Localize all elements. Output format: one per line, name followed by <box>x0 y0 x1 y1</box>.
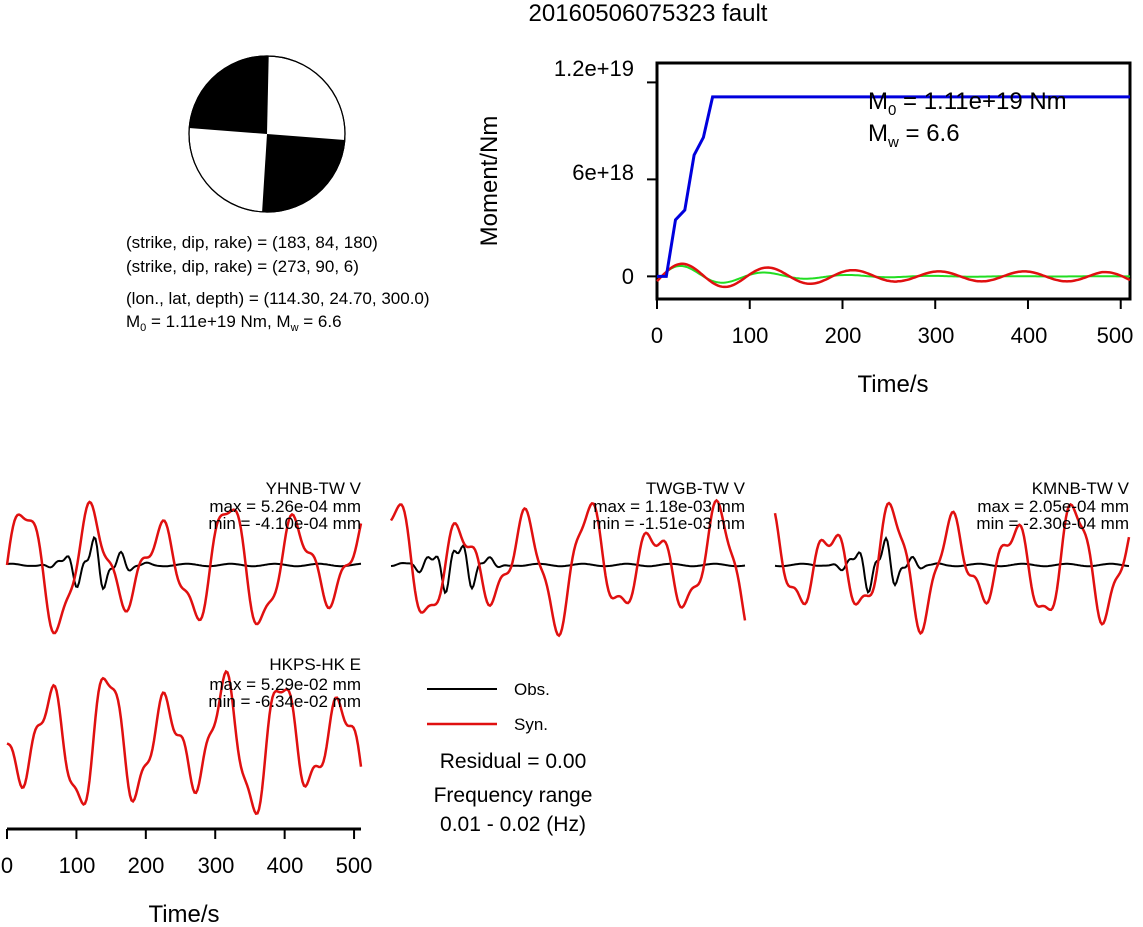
waveform-xtick-label: 200 <box>128 853 165 878</box>
moment-m0-annotation: M0 = 1.11e+19 Nm <box>868 88 1067 119</box>
moment-xtick-label: 500 <box>1097 323 1134 348</box>
frequency-range-title: Frequency range <box>434 784 593 807</box>
moment-ytick-label: 1.2e+19 <box>554 56 634 81</box>
mechanism-plane-2: (strike, dip, rake) = (273, 90, 6) <box>126 257 359 276</box>
moment-ylabel: Moment/Nm <box>476 116 503 247</box>
station-name: KMNB-TW V <box>1032 479 1130 498</box>
moment-xtick-label: 300 <box>918 323 955 348</box>
frequency-range-value: 0.01 - 0.02 (Hz) <box>440 813 586 836</box>
legend-obs-label: Obs. <box>514 680 550 699</box>
station-min: min = -4.10e-04 mm <box>208 514 361 533</box>
moment-mw-annotation: Mw = 6.6 <box>868 120 960 151</box>
synthetic-trace <box>773 501 1131 636</box>
waveform-panel-kmnb: KMNB-TW V max = 2.05e-04 mm min = -2.30e… <box>773 479 1131 636</box>
waveform-legend: Obs. Syn. <box>427 680 550 734</box>
waveform-xtick-label: 0 <box>1 853 13 878</box>
observed-trace <box>390 544 746 595</box>
residual-text: Residual = 0.00 <box>440 750 587 773</box>
mechanism-magnitude: M0 = 1.11e+19 Nm, Mw = 6.6 <box>126 312 342 334</box>
cumulative-moment-curve <box>657 95 1130 278</box>
observed-trace <box>774 535 1130 595</box>
moment-rate-syn-curve <box>656 262 1131 289</box>
station-min: min = -2.30e-04 mm <box>976 514 1129 533</box>
station-name: TWGB-TW V <box>646 479 746 498</box>
station-max: max = 1.18e-03 mm <box>593 497 745 516</box>
mechanism-location: (lon., lat, depth) = (114.30, 24.70, 300… <box>126 289 430 308</box>
station-name: HKPS-HK E <box>269 655 361 674</box>
waveform-panel-hkps: HKPS-HK E max = 5.29e-02 mm min = -6.34e… <box>6 655 363 816</box>
station-max: max = 2.05e-04 mm <box>977 497 1129 516</box>
station-min: min = -6.34e-02 mm <box>208 692 361 711</box>
moment-chart: 1.2e+19 6e+18 0 0 100 200 300 400 500 Ti… <box>476 56 1133 398</box>
moment-xtick-label: 100 <box>732 323 769 348</box>
waveform-panel-yhnb: YHNB-TW V max = 5.26e-04 mm min = -4.10e… <box>5 479 363 635</box>
waveform-xtick-label: 400 <box>267 853 304 878</box>
waveform-xtick-label: 300 <box>198 853 235 878</box>
mechanism-plane-1: (strike, dip, rake) = (183, 84, 180) <box>126 233 378 252</box>
observed-trace <box>6 535 362 591</box>
station-name: YHNB-TW V <box>266 479 362 498</box>
station-min: min = -1.51e-03 mm <box>592 514 745 533</box>
moment-xtick-label: 0 <box>651 323 663 348</box>
moment-ytick-label: 0 <box>622 264 634 289</box>
waveform-xtick-label: 100 <box>59 853 96 878</box>
moment-ytick-label: 6e+18 <box>572 160 634 185</box>
moment-rate-curve <box>656 264 1130 284</box>
waveform-time-axis: 0 100 200 300 400 500 Time/s <box>1 827 373 927</box>
moment-xlabel: Time/s <box>857 371 928 398</box>
station-max: max = 5.26e-04 mm <box>209 497 361 516</box>
waveform-xlabel: Time/s <box>148 901 219 927</box>
synthetic-trace <box>5 500 363 635</box>
waveform-panel-twgb: TWGB-TW V max = 1.18e-03 mm min = -1.51e… <box>389 479 747 638</box>
figure-title: 20160506075323 fault <box>529 0 768 27</box>
station-max: max = 5.29e-02 mm <box>209 675 361 694</box>
moment-xtick-label: 400 <box>1011 323 1048 348</box>
legend-syn-label: Syn. <box>514 715 548 734</box>
synthetic-trace <box>389 498 747 638</box>
beachball-icon <box>188 55 346 213</box>
synthetic-trace <box>6 669 363 816</box>
moment-plot-frame <box>655 61 1132 301</box>
moment-xtick-label: 200 <box>825 323 862 348</box>
waveform-xtick-label: 500 <box>336 853 373 878</box>
